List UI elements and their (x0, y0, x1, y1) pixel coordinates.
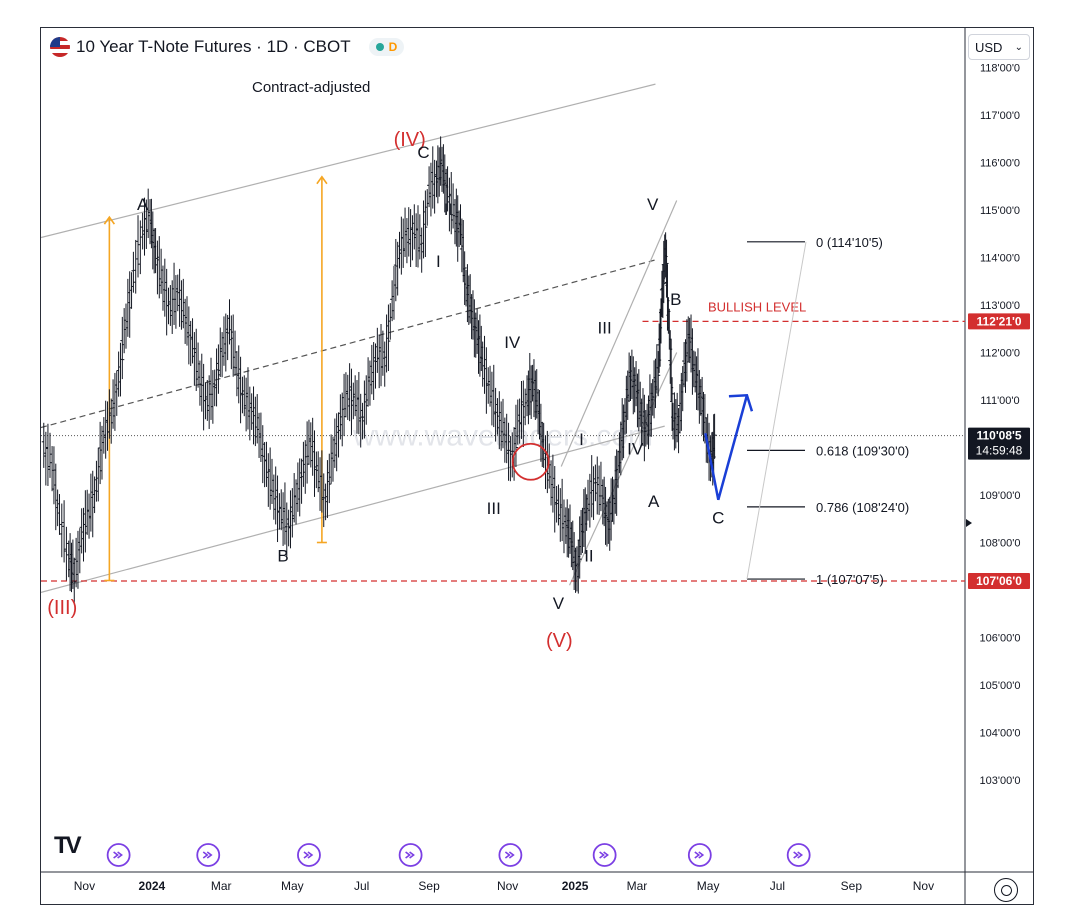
price-label-0: 118'00'0 (980, 63, 1020, 75)
wave-label-4: A (137, 195, 149, 214)
price-tag-bg-0 (968, 313, 1030, 330)
right-diagonal-lower (568, 352, 678, 586)
price-label-13: 103'00'0 (980, 775, 1021, 787)
price-label-2: 116'00'0 (980, 158, 1020, 170)
market-open-dot-icon (375, 43, 384, 51)
price-tag-bg-1 (968, 427, 1030, 460)
price-label-4: 114'00'0 (980, 253, 1020, 265)
time-label-2: Mar (211, 879, 232, 893)
tradingview-logo: TV (54, 832, 82, 859)
wave-label-0: (IV) (394, 129, 426, 151)
fib-connector (746, 241, 807, 580)
price-label-7: 111'00'0 (980, 395, 1019, 407)
price-label-10: 106'00'0 (980, 633, 1021, 645)
wave-label-7: IV (504, 333, 521, 352)
event-icon-glyph-4 (504, 851, 515, 859)
axis-marker-icon (966, 519, 972, 527)
settings-gear-icon[interactable] (994, 878, 1018, 902)
price-tag-2: 107'06'0 (976, 574, 1022, 588)
time-label-3: May (281, 879, 304, 893)
price-tag-1: 110'08'5 (976, 429, 1021, 443)
chart-frame[interactable] (40, 27, 1034, 905)
wave-label-12: II (584, 547, 593, 566)
symbol-title[interactable]: 10 Year T-Note Futures · 1D · CBOT (76, 37, 351, 56)
price-label-8: 109'00'0 (980, 490, 1021, 502)
chart-header: 10 Year T-Note Futures · 1D · CBOT D (50, 35, 405, 59)
bullish-level-label: BULLISH LEVEL (708, 299, 806, 314)
wave-label-2: II (444, 200, 453, 219)
orange-arrow-head-0 (103, 215, 116, 225)
wave-label-3: I (436, 252, 441, 271)
price-tag-bg-2 (968, 572, 1030, 589)
wave-label-13: III (598, 319, 612, 338)
time-label-5: Sep (418, 879, 440, 893)
price-label-9: 108'00'0 (980, 538, 1021, 550)
wave-label-17: A (648, 492, 660, 511)
event-icon-glyph-2 (303, 851, 314, 859)
price-label-3: 115'00'0 (980, 205, 1020, 217)
chart-subtitle: Contract-adjusted (252, 79, 371, 96)
price-label-11: 105'00'0 (980, 680, 1021, 692)
price-label-1: 117'00'0 (980, 110, 1020, 122)
fib-label-1: 0.618 (109'30'0) (816, 443, 909, 458)
time-label-0: Nov (74, 879, 95, 893)
wave-label-10: (V) (546, 630, 573, 652)
wave-label-9: V (553, 594, 565, 613)
fib-label-2: 0.786 (108'24'0) (816, 500, 909, 515)
time-label-11: Sep (841, 879, 863, 893)
wave-label-15: V (647, 195, 659, 214)
delayed-badge: D (388, 40, 398, 54)
time-label-6: Nov (497, 879, 518, 893)
time-label-10: Jul (770, 879, 785, 893)
wave-label-16: B (670, 290, 681, 309)
us-flag-icon (50, 37, 70, 57)
market-status-badge[interactable]: D (368, 38, 405, 56)
wave-label-11: I (579, 430, 584, 449)
event-icon-glyph-5 (599, 851, 609, 859)
currency-dropdown[interactable]: USD ⌄ (968, 34, 1030, 60)
fib-label-0: 0 (114'10'5) (816, 235, 883, 250)
middle-channel (41, 259, 656, 429)
projection-arrow-head (728, 393, 754, 412)
event-icon-glyph-6 (694, 851, 705, 859)
wave-label-6: (III) (47, 597, 77, 619)
time-label-1: 2024 (139, 879, 166, 893)
chevron-down-icon: ⌄ (1014, 41, 1023, 53)
upper-channel (41, 83, 656, 239)
price-label-5: 113'00'0 (980, 300, 1020, 312)
time-label-8: Mar (627, 879, 648, 893)
time-label-7: 2025 (562, 879, 589, 893)
price-tag-0: 112'21'0 (976, 314, 1021, 328)
event-icon-glyph-1 (202, 851, 213, 859)
price-label-6: 112'00'0 (980, 348, 1020, 360)
orange-arrow-head-1 (316, 175, 328, 185)
wave-label-14: IV (627, 440, 644, 459)
time-label-9: May (697, 879, 720, 893)
event-icon-glyph-7 (793, 851, 804, 859)
event-icon-glyph-3 (405, 851, 415, 859)
red-circle-marker (511, 442, 550, 481)
currency-label: USD (975, 39, 1003, 55)
time-label-4: Jul (354, 879, 369, 893)
price-label-12: 104'00'0 (980, 728, 1021, 740)
right-diagonal-upper (560, 200, 678, 467)
time-label-12: Nov (913, 879, 934, 893)
wave-label-5: B (277, 547, 288, 566)
fib-label-3: 1 (107'07'5) (816, 572, 884, 587)
price-tag-sub-1: 14:59:48 (976, 444, 1023, 458)
wave-label-1: C (417, 143, 429, 162)
wave-label-8: III (487, 499, 501, 518)
wave-label-18: C (712, 509, 724, 528)
lower-channel (41, 425, 665, 593)
projection-path (704, 394, 749, 501)
event-icon-glyph-0 (113, 851, 123, 859)
